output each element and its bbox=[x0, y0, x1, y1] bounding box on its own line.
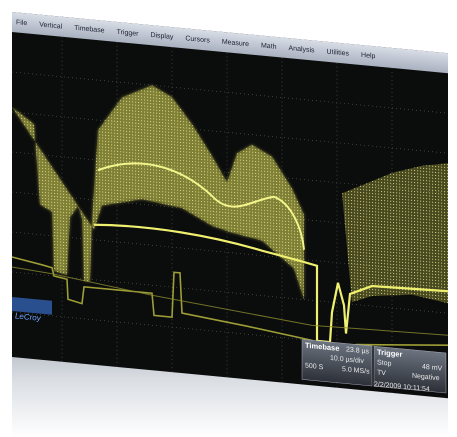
menu-item[interactable]: Vertical bbox=[39, 21, 62, 30]
timebase-panel: Timebase 23.8 µs 10.0 µs/div 500 S 5.0 M… bbox=[301, 339, 373, 387]
menu-bar bbox=[12, 12, 448, 74]
waveform-lower-2 bbox=[11, 266, 449, 336]
waveform-envelope-right bbox=[342, 163, 448, 304]
trigger-panel: Trigger Stop 48 mV TV Negative bbox=[373, 345, 447, 394]
trigger-type: TV bbox=[377, 369, 386, 377]
trigger-label: Trigger bbox=[377, 347, 402, 358]
timebase-samples: 500 S bbox=[305, 363, 324, 372]
trigger-slope: Negative bbox=[412, 373, 440, 383]
timebase-label: Timebase bbox=[305, 341, 339, 353]
waveform bbox=[11, 85, 449, 349]
scope-screen: File Vertical Timebase Trigger Display Cursor… bbox=[11, 12, 449, 399]
menu-item[interactable]: Trigger bbox=[117, 29, 140, 38]
waveform-envelope-core bbox=[12, 85, 304, 300]
timebase-delay: 23.8 µs bbox=[346, 346, 370, 355]
waveform-baseline bbox=[93, 223, 449, 344]
menu-item[interactable]: Analysis bbox=[289, 45, 316, 54]
timebase-rate: 5.0 MS/s bbox=[342, 366, 370, 376]
menu-item[interactable]: Display bbox=[150, 32, 173, 41]
menu-item[interactable]: File bbox=[16, 19, 27, 27]
channel-box bbox=[12, 297, 52, 315]
waveform-trace bbox=[97, 162, 305, 250]
menu-item[interactable]: Measure bbox=[222, 39, 249, 49]
trigger-mode: Stop bbox=[377, 359, 391, 367]
menu-item[interactable]: Help bbox=[361, 52, 375, 60]
menu-item[interactable]: Math bbox=[261, 42, 277, 50]
menu-item[interactable]: Utilities bbox=[327, 49, 350, 58]
menu-items: File Vertical Timebase Trigger Display Cursor… bbox=[16, 19, 376, 60]
brand: LeCroy bbox=[15, 311, 42, 323]
timebase-scale: 10.0 µs/div bbox=[330, 355, 364, 365]
trigger-level: 48 mV bbox=[422, 364, 443, 373]
menu-item[interactable]: Cursors bbox=[185, 35, 210, 44]
menu-item[interactable]: Timebase bbox=[74, 25, 105, 35]
